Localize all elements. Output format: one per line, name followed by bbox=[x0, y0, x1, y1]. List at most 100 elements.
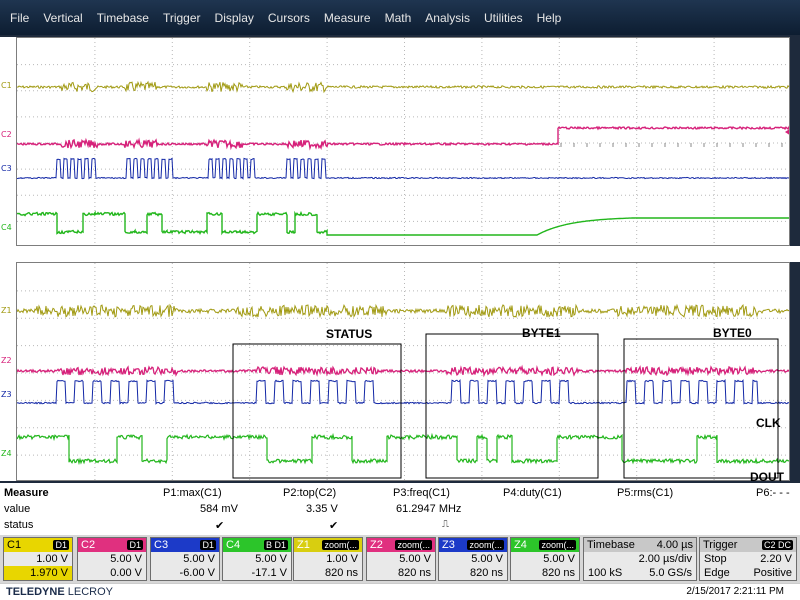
bottom-grid-dot bbox=[433, 290, 434, 292]
top-grid-dot bbox=[421, 220, 422, 222]
menu-item-trigger[interactable]: Trigger bbox=[162, 10, 201, 25]
zoom-waveform-grid[interactable] bbox=[16, 262, 790, 481]
bottom-grid-dot bbox=[237, 372, 238, 374]
bottom-grid-dot bbox=[697, 290, 698, 292]
bottom-grid-dot bbox=[636, 263, 638, 264]
bottom-grid-dot bbox=[713, 343, 715, 344]
top-grid-dot bbox=[405, 90, 406, 92]
bottom-grid-dot bbox=[165, 427, 166, 429]
bottom-grid-dot bbox=[109, 290, 110, 292]
channel-box-c3[interactable]: C3 D1 5.00 V -6.00 V bbox=[150, 537, 220, 581]
bottom-grid-dot bbox=[94, 375, 96, 376]
top-grid-dot bbox=[326, 150, 328, 151]
bottom-grid-dot bbox=[17, 290, 18, 292]
bottom-grid-dot bbox=[69, 290, 70, 292]
bottom-grid-dot bbox=[326, 387, 328, 388]
top-grid-dot bbox=[537, 116, 538, 118]
bottom-grid-dot bbox=[521, 290, 522, 292]
param-p6-name[interactable]: P6:- - - bbox=[756, 487, 790, 499]
top-grid-dot bbox=[405, 220, 406, 222]
channel-box-z3[interactable]: Z3 zoom(... 5.00 V 820 ns bbox=[438, 537, 508, 581]
channel-box-c4[interactable]: C4 B D1 5.00 V -17.1 V bbox=[222, 537, 292, 581]
channel-box-z4[interactable]: Z4 zoom(... 5.00 V 820 ns bbox=[510, 537, 580, 581]
bottom-grid-dot bbox=[45, 454, 46, 456]
bottom-grid-dot bbox=[517, 399, 518, 401]
top-grid-dot bbox=[636, 190, 638, 191]
menu-item-file[interactable]: File bbox=[10, 10, 30, 25]
param-p4-name[interactable]: P4:duty(C1) bbox=[503, 487, 562, 499]
menu-item-math[interactable]: Math bbox=[384, 10, 412, 25]
top-grid-dot bbox=[577, 64, 578, 66]
channel-box-z1[interactable]: Z1 zoom(... 1.00 V 820 ns bbox=[293, 537, 363, 581]
bottom-grid-dot bbox=[689, 454, 690, 456]
top-grid-dot bbox=[513, 116, 514, 118]
menu-item-measure[interactable]: Measure bbox=[323, 10, 371, 25]
bottom-grid-dot bbox=[245, 290, 246, 292]
top-grid-dot bbox=[333, 64, 334, 66]
top-grid-dot bbox=[171, 174, 173, 175]
bottom-grid-dot bbox=[309, 317, 310, 319]
bottom-grid-dot bbox=[233, 317, 234, 319]
top-grid-dot bbox=[481, 66, 483, 67]
bottom-grid-dot bbox=[636, 343, 638, 344]
channel-tag: D1 bbox=[127, 540, 143, 550]
channel-box-z2[interactable]: Z2 zoom(... 5.00 V 820 ns bbox=[366, 537, 436, 581]
bottom-grid-dot bbox=[481, 263, 483, 264]
top-grid-dot bbox=[745, 168, 746, 170]
timebase-box[interactable]: Timebase 4.00 µs 2.00 µs/div 100 kS 5.0 GS/s bbox=[583, 537, 697, 581]
bottom-grid-dot bbox=[249, 267, 251, 268]
bottom-grid-dot bbox=[77, 427, 78, 429]
menu-item-utilities[interactable]: Utilities bbox=[483, 10, 523, 25]
bottom-grid-dot bbox=[94, 463, 96, 464]
top-grid-dot bbox=[171, 190, 173, 191]
top-grid-dot bbox=[101, 168, 102, 170]
menu-item-timebase[interactable]: Timebase bbox=[96, 10, 149, 25]
bottom-grid-dot bbox=[636, 383, 638, 384]
param-p3-name[interactable]: P3:freq(C1) bbox=[393, 487, 450, 499]
bottom-grid-dot bbox=[377, 454, 378, 456]
bottom-grid-dot bbox=[117, 399, 118, 401]
top-grid-dot bbox=[169, 116, 170, 118]
bottom-grid-dot bbox=[404, 467, 405, 468]
bottom-grid-dot bbox=[741, 427, 742, 429]
top-grid-dot bbox=[649, 194, 650, 196]
top-grid-dot bbox=[105, 168, 106, 170]
bottom-grid-dot bbox=[636, 427, 638, 428]
bottom-grid-dot bbox=[661, 427, 662, 429]
top-grid-dot bbox=[713, 182, 715, 183]
param-p2-name[interactable]: P2:top(C2) bbox=[283, 487, 337, 499]
top-grid-dot bbox=[461, 116, 462, 118]
bottom-grid-dot bbox=[745, 427, 746, 429]
top-grid-dot bbox=[589, 116, 590, 118]
top-grid-dot bbox=[377, 64, 378, 66]
menu-item-help[interactable]: Help bbox=[536, 10, 562, 25]
menu-item-display[interactable]: Display bbox=[214, 10, 254, 25]
bottom-grid-dot bbox=[558, 263, 560, 264]
channel-box-c1[interactable]: C1 D1 1.00 V 1.970 V bbox=[3, 537, 73, 581]
trigger-box[interactable]: Trigger C2 DC Stop 2.20 V Edge Positive bbox=[699, 537, 797, 581]
menu-item-vertical[interactable]: Vertical bbox=[43, 10, 83, 25]
top-grid-dot bbox=[613, 168, 614, 170]
top-grid-dot bbox=[297, 142, 298, 144]
bottom-grid-dot bbox=[249, 475, 251, 476]
top-grid-dot bbox=[337, 142, 338, 144]
channel-box-c2[interactable]: C2 D1 5.00 V 0.00 V bbox=[77, 537, 147, 581]
param-p5-name[interactable]: P5:rms(C1) bbox=[617, 487, 674, 499]
param-p1-name[interactable]: P1:max(C1) bbox=[163, 487, 222, 499]
top-grid-dot bbox=[365, 90, 366, 92]
bottom-grid-dot bbox=[404, 307, 405, 308]
bottom-grid-dot bbox=[405, 372, 406, 374]
menu-item-cursors[interactable]: Cursors bbox=[267, 10, 310, 25]
top-grid-dot bbox=[677, 90, 678, 92]
bottom-grid-dot bbox=[605, 399, 606, 401]
top-grid-dot bbox=[85, 168, 86, 170]
top-grid-dot bbox=[517, 194, 518, 196]
top-grid-dot bbox=[269, 220, 270, 222]
menu-item-analysis[interactable]: Analysis bbox=[425, 10, 470, 25]
main-waveform-grid[interactable] bbox=[16, 37, 790, 246]
top-grid-dot bbox=[233, 220, 234, 222]
bottom-grid-dot bbox=[333, 399, 334, 401]
top-grid-dot bbox=[197, 220, 198, 222]
trace-label-z2: Z2 bbox=[1, 356, 12, 365]
top-grid-dot bbox=[77, 220, 78, 222]
